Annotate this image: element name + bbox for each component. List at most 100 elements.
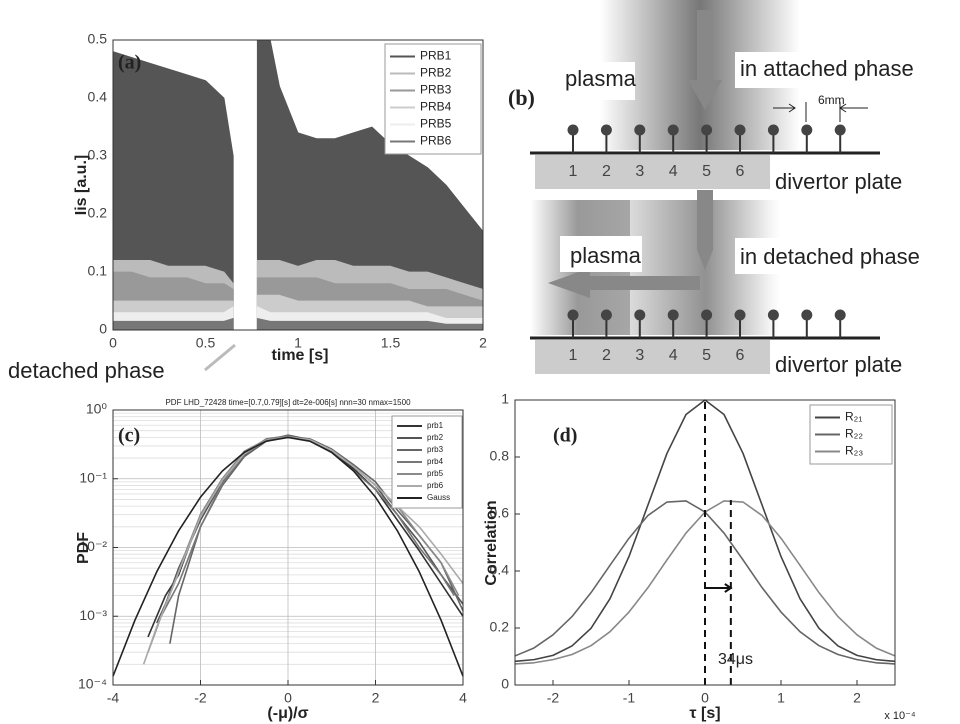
y-tick-label: 1 <box>501 391 509 407</box>
legend-label: PRB1 <box>420 49 452 63</box>
legend-label: prb2 <box>427 433 444 442</box>
x-tick-label: 2 <box>479 335 487 351</box>
phase-label: in attached phase <box>740 56 914 81</box>
area <box>112 39 484 331</box>
probe-number: 4 <box>669 347 678 364</box>
flow-arrow <box>548 268 700 298</box>
label-box <box>555 62 635 100</box>
legend-label: prb4 <box>427 457 444 466</box>
interval-arrow <box>705 583 733 593</box>
annotation-arrow <box>204 343 236 372</box>
divertor-plate <box>535 155 770 189</box>
plasma-label: plasma <box>565 66 637 91</box>
legend-label: prb1 <box>427 421 444 430</box>
panel-label: (d) <box>553 425 577 447</box>
line <box>112 436 464 677</box>
annotation: 34μs <box>718 651 753 668</box>
legend-box <box>384 43 482 155</box>
probe-head <box>834 309 846 321</box>
x-tick-label: -1 <box>623 690 636 706</box>
probe-head <box>734 309 746 321</box>
legend-label: R₂₃ <box>845 444 863 458</box>
y-axis-label: Correlation <box>483 500 500 585</box>
diagram-b: (b) plasma in attached phase 6mm diverto… <box>508 0 957 377</box>
probe-head <box>600 124 612 136</box>
x-tick-label: 0.5 <box>196 335 216 351</box>
divertor-plate <box>535 340 770 374</box>
y-tick-label: 0.4 <box>490 562 510 578</box>
legend-label: prb5 <box>427 469 444 478</box>
probe-head <box>634 124 646 136</box>
legend-label: PRB4 <box>420 100 452 114</box>
y-tick-label: 10⁻⁴ <box>78 676 107 692</box>
legend-label: Gauss <box>427 493 450 502</box>
legend-label: PRB2 <box>420 66 452 80</box>
y-tick-label: 0.8 <box>490 448 510 464</box>
probe-head <box>567 309 579 321</box>
chart-panel: 0 0.1 0.2 0.3 0.4 0.5 0 0.5 1 1.5 2 (a) time [s] Iis … <box>8 31 487 383</box>
legend-label: PRB6 <box>420 134 452 148</box>
probe-head <box>767 124 779 136</box>
x-tick-label: 2 <box>853 690 861 706</box>
x-tick-label: 1 <box>294 335 302 351</box>
flow-arrow <box>697 190 713 270</box>
legend-label: prb3 <box>427 445 444 454</box>
x-tick-label: 0 <box>701 690 709 706</box>
y-tick-label: 0.6 <box>490 505 510 521</box>
probe-number: 3 <box>635 163 644 180</box>
probe-number: 2 <box>602 347 611 364</box>
legend-label: R₂₁ <box>845 410 862 424</box>
phase-label: in detached phase <box>740 244 920 269</box>
plot-frame <box>112 39 484 331</box>
y-tick-label: 0 <box>99 321 107 337</box>
axis-scale-label: x 10⁻⁴ <box>884 710 916 722</box>
y-tick-label: 0.1 <box>88 263 108 279</box>
x-tick-label: 0 <box>109 335 117 351</box>
panel-label: (b) <box>508 85 535 110</box>
chart-title: PDF LHD_72428 time=[0.7,0.79][s] dt=2e-0… <box>165 398 411 407</box>
plate-label: divertor plate <box>775 352 902 377</box>
probe-head <box>634 309 646 321</box>
y-tick-label: 10⁰ <box>86 401 108 417</box>
probe-head <box>801 124 813 136</box>
x-tick-label: -2 <box>194 690 207 706</box>
probe-head <box>701 309 713 321</box>
probe-head <box>667 309 679 321</box>
plot-frame <box>514 399 896 686</box>
probe-number: 5 <box>702 347 711 364</box>
spacing-label: 6mm <box>818 93 845 107</box>
probe-head <box>600 309 612 321</box>
x-tick-label: -2 <box>547 690 560 706</box>
probe-head <box>767 309 779 321</box>
plot-frame <box>112 409 464 686</box>
probe-number: 5 <box>702 163 711 180</box>
probe-number: 4 <box>669 163 678 180</box>
probe-head <box>667 124 679 136</box>
probe-number: 6 <box>736 163 745 180</box>
spacing-arrows <box>773 102 868 122</box>
area <box>112 318 484 331</box>
flow-arrow <box>688 10 722 110</box>
plasma-label: plasma <box>570 243 642 268</box>
y-tick-label: 0.3 <box>88 147 108 163</box>
x-axis-label: (-μ)/σ <box>267 705 308 722</box>
panel-label: (c) <box>118 425 140 447</box>
x-tick-label: 1 <box>777 690 785 706</box>
legend-label: prb6 <box>427 481 444 490</box>
annotation: detached phase <box>8 358 165 383</box>
probe-number: 6 <box>736 347 745 364</box>
y-tick-label: 0.4 <box>88 89 108 105</box>
x-tick-label: 2 <box>372 690 380 706</box>
x-tick-label: 0 <box>284 690 292 706</box>
plate-label: divertor plate <box>775 169 902 194</box>
legend-label: PRB3 <box>420 83 452 97</box>
x-tick-label: 1.5 <box>381 335 401 351</box>
y-axis-label: Iis [a.u.] <box>73 155 90 215</box>
legend-label: PRB5 <box>420 117 452 131</box>
y-tick-label: 10⁻¹ <box>79 469 107 485</box>
x-axis-label: time [s] <box>272 347 329 364</box>
y-tick-label: 0.2 <box>88 205 108 221</box>
probe-number: 1 <box>569 163 578 180</box>
label-box <box>560 236 642 272</box>
